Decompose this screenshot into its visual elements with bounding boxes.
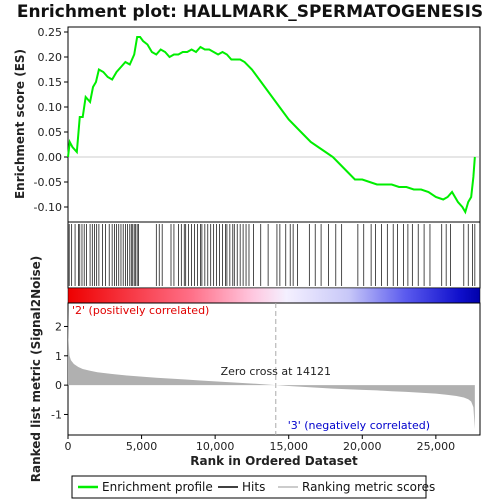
es-y-axis-label: Enrichment score (ES) — [13, 49, 27, 199]
rank-y-tick-label: 1 — [55, 350, 62, 363]
chart-title: Enrichment plot: HALLMARK_SPERMATOGENESI… — [17, 2, 483, 22]
es-y-tick-label: 0.05 — [38, 126, 63, 139]
es-y-tick-label: 0.00 — [38, 151, 63, 164]
es-y-axis: -0.10 -0.05 0.00 0.05 0.10 0.15 0.20 0.25 — [34, 26, 480, 214]
rank-y-axis: -1 0 1 2 — [51, 320, 68, 421]
rank-x-axis-label: Rank in Ordered Dataset — [190, 454, 358, 468]
legend-label-ranking-metric: Ranking metric scores — [302, 480, 435, 494]
es-y-tick-label: 0.20 — [38, 51, 63, 64]
rank-y-tick-label: 2 — [55, 320, 62, 333]
rank-panel-frame — [67, 302, 481, 436]
es-y-tick-label: 0.10 — [38, 101, 63, 114]
hit-marks — [68, 224, 476, 286]
rank-y-axis-label: Ranked list metric (Signal2Noise) — [29, 256, 43, 483]
rank-color-strip — [67, 287, 481, 304]
legend-frame — [71, 475, 427, 499]
rank-panel: Zero cross at 14121 '2' (positively corr… — [29, 256, 481, 483]
es-y-tick-label: -0.10 — [34, 201, 62, 214]
rank-gradient-bar — [67, 287, 481, 304]
enrichment-profile-line — [67, 36, 476, 215]
zero-cross-label: Zero cross at 14121 — [221, 365, 331, 378]
es-panel-frame — [67, 26, 481, 223]
rank-x-axis: 0 5,000 10,000 15,000 20,000 25,000 — [65, 435, 456, 453]
rank-x-tick-label: 0 — [65, 440, 72, 453]
hits-panel-frame — [67, 221, 481, 289]
rank-x-tick-label: 20,000 — [343, 440, 382, 453]
rank-x-tick-label: 10,000 — [196, 440, 235, 453]
es-y-tick-label: -0.05 — [34, 176, 62, 189]
positive-class-label: '2' (positively correlated) — [72, 304, 209, 317]
legend: Enrichment profile Hits Ranking metric s… — [71, 475, 435, 499]
hits-panel — [67, 221, 481, 289]
rank-x-tick-label: 25,000 — [417, 440, 456, 453]
legend-label-hits: Hits — [242, 480, 265, 494]
legend-label-enrichment-profile: Enrichment profile — [102, 480, 213, 494]
es-y-tick-label: 0.15 — [38, 76, 63, 89]
rank-y-tick-label: 0 — [55, 379, 62, 392]
es-panel: -0.10 -0.05 0.00 0.05 0.10 0.15 0.20 0.25 Enric… — [13, 26, 481, 223]
rank-x-tick-label: 15,000 — [269, 440, 308, 453]
rank-x-tick-label: 5,000 — [126, 440, 158, 453]
negative-class-label: '3' (negatively correlated) — [288, 419, 430, 432]
rank-y-tick-label: -1 — [51, 408, 62, 421]
es-y-tick-label: 0.25 — [38, 26, 63, 39]
